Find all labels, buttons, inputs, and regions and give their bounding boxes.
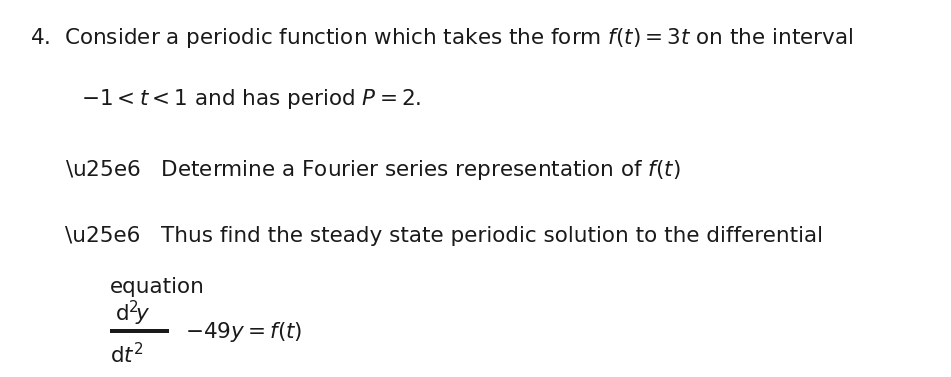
Text: 4.  Consider a periodic function which takes the form $f(t) = 3t$ on the interva: 4. Consider a periodic function which ta…	[30, 26, 854, 51]
Text: $-1 < t < 1$ and has period $P = 2.$: $-1 < t < 1$ and has period $P = 2.$	[81, 87, 421, 111]
Text: \u25e6   Determine a Fourier series representation of $f(t)$: \u25e6 Determine a Fourier series repres…	[65, 158, 681, 182]
Text: $- 49y = f(t)$: $- 49y = f(t)$	[185, 320, 302, 344]
Text: $\mathrm{d}^2\!y$: $\mathrm{d}^2\!y$	[115, 298, 150, 328]
Text: equation: equation	[110, 277, 205, 297]
Text: \u25e6   Thus find the steady state periodic solution to the differential: \u25e6 Thus find the steady state period…	[65, 226, 823, 246]
Text: $\mathrm{d}t^2$: $\mathrm{d}t^2$	[110, 342, 144, 367]
